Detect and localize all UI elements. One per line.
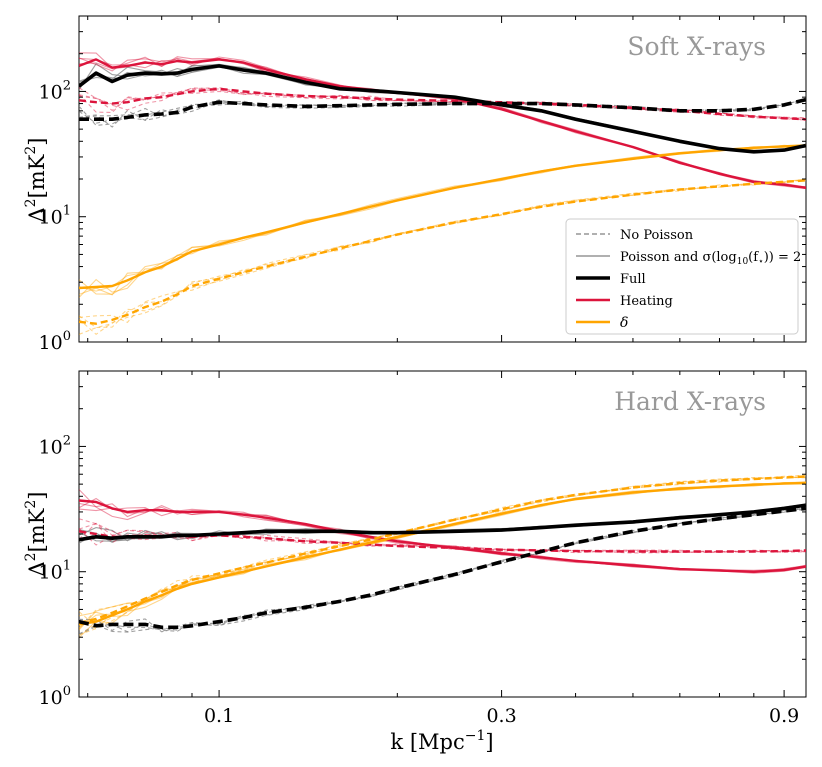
series-line-delta-poisson <box>79 144 806 290</box>
realization-line <box>79 476 806 629</box>
x-axis-label: k [Mpc−1] <box>390 728 493 754</box>
axis-ticks: 100 101 102 <box>39 15 806 354</box>
x-tick-label: 0.1 <box>204 705 234 727</box>
panel-title: Soft X-rays <box>627 32 766 61</box>
realization-line <box>79 87 806 121</box>
legend-label-full: Full <box>620 272 646 287</box>
series-line-heating-poisson <box>79 58 806 189</box>
realization-line <box>79 522 806 554</box>
panel-hard-xrays: 100 101 102 0.1 0.3 0.9 Hard X-rays <box>39 370 807 727</box>
y-tick-label: 100 <box>39 329 71 354</box>
series-line-delta-no-poisson <box>79 475 806 625</box>
y-tick-label: 101 <box>39 204 71 229</box>
x-tick-label: 0.3 <box>486 705 516 727</box>
x-tick-label: 0.9 <box>769 705 799 727</box>
axis-ticks: 100 101 102 0.1 0.3 0.9 <box>39 370 806 727</box>
main-lines <box>79 475 806 630</box>
legend-box <box>565 218 799 335</box>
realization-line <box>79 523 806 553</box>
y-axis-label: Δ2[mK2] <box>23 491 49 576</box>
realization-line <box>79 476 806 636</box>
legend-label-delta: δ <box>620 315 628 331</box>
series-line-delta-no-poisson <box>79 179 806 325</box>
y-tick-label: 102 <box>39 78 71 103</box>
legend: No Poisson Poisson and σ(log10(f⋆)) = 2 … <box>565 218 801 335</box>
realization-line <box>79 178 806 329</box>
panel-soft-xrays: 100 101 102 Soft X-rays <box>39 15 807 354</box>
realization-line <box>79 509 806 631</box>
y-tick-label: 101 <box>39 559 71 584</box>
series-line-heating-no-poisson <box>79 87 806 121</box>
y-tick-label: 102 <box>39 433 71 458</box>
realization-line <box>79 518 806 553</box>
main-lines <box>79 58 806 325</box>
y-axis-label: Δ2[mK2] <box>23 137 49 222</box>
series-line-full-poisson <box>79 64 806 154</box>
realization-line <box>79 474 806 629</box>
legend-label-heating: Heating <box>620 294 673 309</box>
series-line-delta-poisson <box>79 481 806 626</box>
series-line-full-no-poisson <box>79 97 806 121</box>
legend-label-poisson: Poisson and σ(log10(f⋆)) = 2 <box>620 250 801 267</box>
series-line-full-no-poisson <box>79 506 806 630</box>
panel-title: Hard X-rays <box>614 387 766 416</box>
y-tick-label: 100 <box>39 684 71 709</box>
series-line-full-poisson <box>79 503 806 542</box>
realization-line <box>79 528 806 554</box>
legend-label-no-poisson: No Poisson <box>620 228 694 243</box>
realization-line <box>79 87 806 119</box>
